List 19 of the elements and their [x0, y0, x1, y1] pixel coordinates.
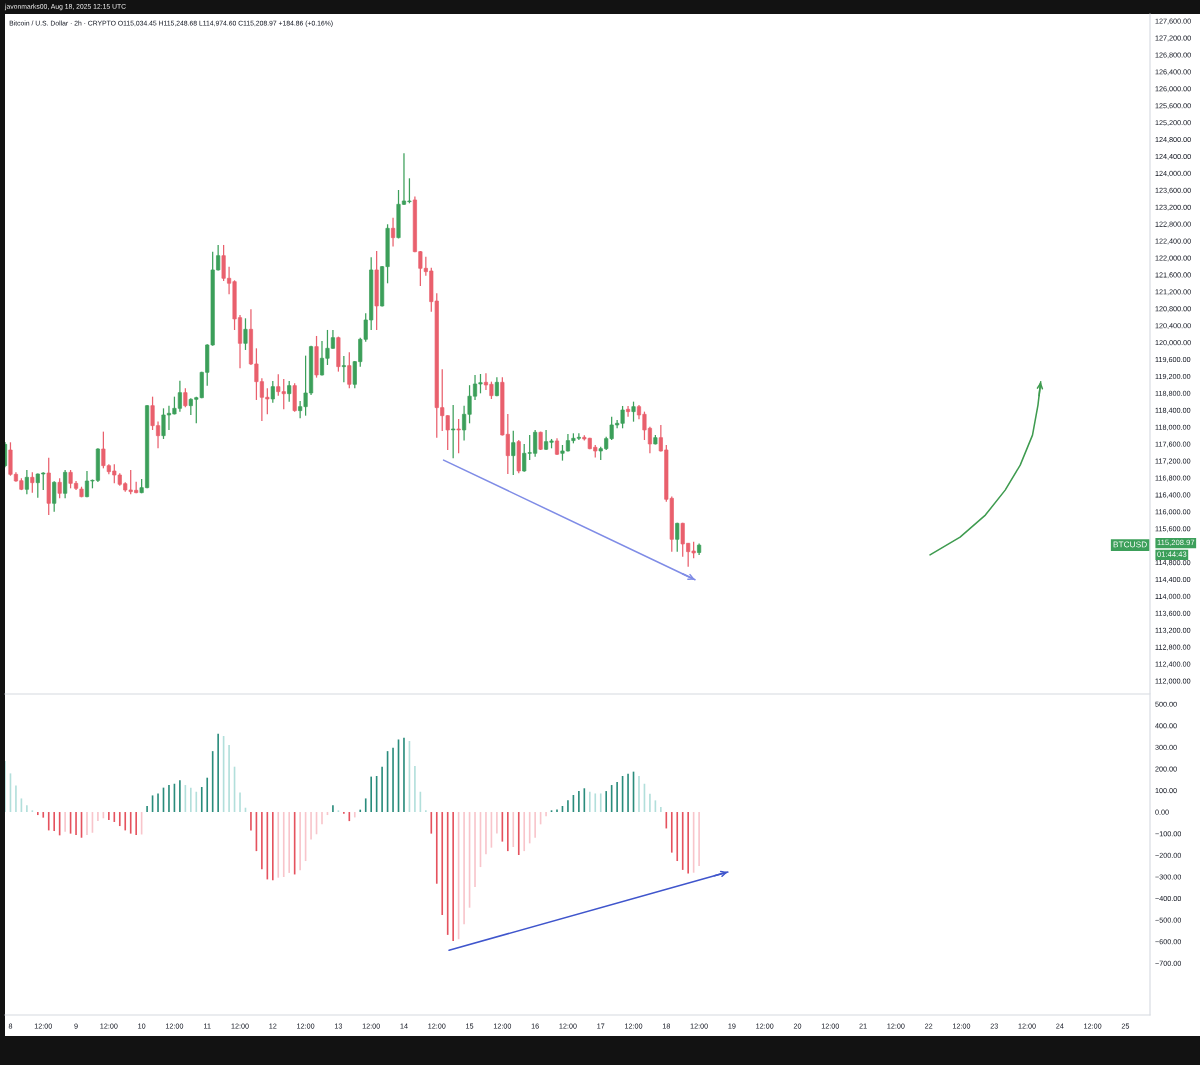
candlestick — [30, 471, 35, 494]
annotation: BTCUSD — [1113, 541, 1147, 548]
candlestick — [451, 404, 456, 459]
candlestick — [287, 380, 292, 403]
candlestick — [24, 469, 29, 495]
candlestick — [631, 401, 636, 423]
candlestick — [347, 351, 352, 389]
candlestick — [270, 380, 275, 404]
candlestick — [391, 217, 396, 248]
candlestick — [52, 480, 57, 513]
candlestick — [675, 522, 680, 553]
candlestick — [183, 387, 188, 408]
candlestick — [63, 469, 68, 499]
candlestick — [341, 355, 346, 383]
candlestick — [57, 477, 62, 499]
candlestick — [626, 405, 631, 418]
candlestick — [456, 418, 461, 454]
candlestick — [511, 430, 516, 476]
candlestick — [243, 317, 248, 351]
